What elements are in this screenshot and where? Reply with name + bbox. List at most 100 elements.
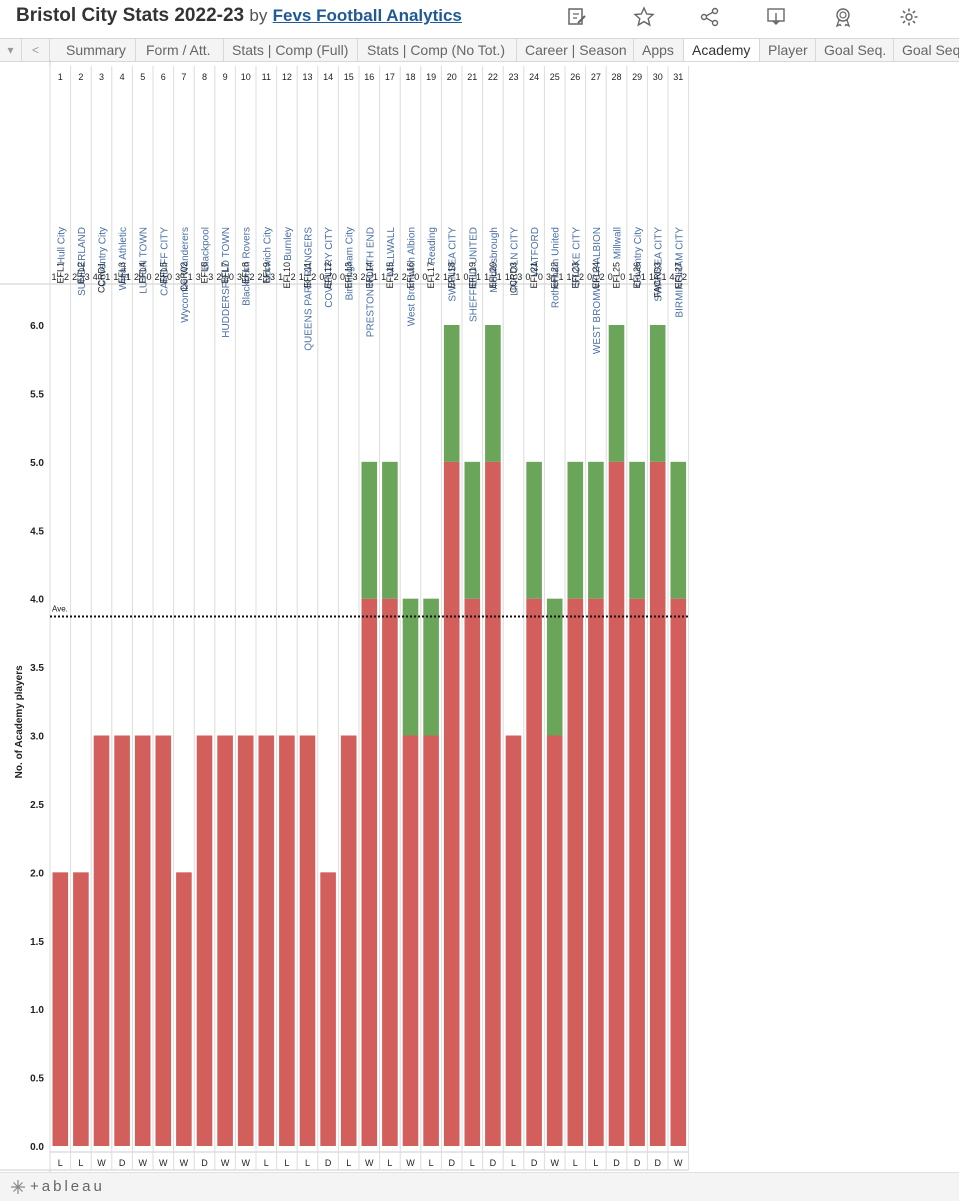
tableau-logo-icon[interactable] — [10, 1179, 26, 1195]
team-label: WEST BROMWICH ALBION — [592, 227, 603, 354]
tabs-scroll-left-icon[interactable]: < — [22, 39, 50, 61]
team-label: LUTON TOWN — [139, 227, 150, 294]
team-label: QUEENS PARK RANGERS — [304, 227, 315, 351]
result-label: D — [201, 1158, 208, 1168]
tab-form-att[interactable]: Form / Att. — [138, 39, 224, 61]
bar-academy-red — [217, 735, 233, 1146]
tab-player[interactable]: Player — [760, 39, 816, 61]
game-number: 15 — [344, 72, 354, 82]
competition-label: EFL12 — [323, 262, 333, 289]
bar-academy-red — [443, 461, 460, 1146]
result-label: W — [97, 1158, 106, 1168]
game-number: 30 — [653, 72, 663, 82]
competition-label: EFL2 — [76, 262, 86, 284]
competition-label: EFL11 — [303, 262, 313, 288]
bar-academy-green — [443, 325, 460, 462]
bar-academy-red — [629, 598, 645, 1146]
result-label: L — [346, 1158, 351, 1168]
competition-label: EFL16 — [406, 262, 416, 289]
competition-label: CCR02 — [179, 262, 189, 292]
competition-label: EFL14 — [364, 262, 374, 289]
score-label: 1 : 2 — [299, 272, 317, 282]
score-label: 2 : 0 — [216, 272, 234, 282]
bar-academy-red — [588, 598, 604, 1146]
score-label: 4 : 2 — [670, 272, 688, 282]
average-label: Ave. — [52, 604, 68, 613]
bar-academy-red — [73, 872, 89, 1146]
result-label: W — [674, 1158, 683, 1168]
edit-icon[interactable] — [566, 6, 588, 28]
academy-chart: 0.0 0.5 1.0 1.5 2.0 2.5 3.0 3.5 4.0 4.5 5.0 5.5 6.0 N… — [0, 60, 690, 1172]
bar-academy-green — [485, 325, 501, 462]
title-bar: Bristol City Stats 2022-23 by Fevs Footb… — [0, 0, 959, 34]
game-number: 27 — [591, 72, 601, 82]
score-label: 1 : 1 — [443, 272, 461, 282]
tab-stats-comp-full[interactable]: Stats | Comp (Full) — [224, 39, 358, 61]
competition-label: EFL10 — [282, 262, 292, 289]
team-label: Hull City — [56, 227, 67, 264]
score-label: 1 : 1 — [484, 272, 502, 282]
team-label: Birmingham City — [345, 227, 356, 300]
score-label: 1 : 1 — [649, 272, 667, 282]
y-tick-label: 6.0 — [30, 321, 44, 332]
score-label: 2 : 1 — [361, 272, 379, 282]
team-label: Reading — [427, 227, 438, 264]
team-label: Millwall — [613, 227, 624, 259]
result-label: D — [448, 1158, 455, 1168]
download-icon[interactable] — [765, 6, 787, 28]
bar-academy-red — [93, 735, 110, 1146]
competition-label: EFL23 — [570, 262, 580, 289]
game-number: 16 — [364, 72, 374, 82]
score-label: 1 : 1 — [113, 272, 131, 282]
result-label: D — [490, 1158, 497, 1168]
y-tick-label: 2.5 — [30, 800, 44, 811]
game-number: 11 — [262, 72, 271, 82]
tab-goal-seq-2[interactable]: Goal Seq — [894, 39, 959, 61]
competition-label: EFL19 — [467, 262, 477, 289]
game-number: 22 — [488, 72, 498, 82]
star-icon[interactable] — [633, 6, 655, 28]
bar-academy-red — [176, 872, 192, 1146]
score-label: 0 : 2 — [422, 272, 440, 282]
team-label: Coventry City — [98, 227, 109, 287]
result-label: L — [264, 1158, 269, 1168]
tab-goal-seq[interactable]: Goal Seq. — [816, 39, 894, 61]
bar-academy-red — [567, 598, 584, 1146]
competition-label: EFL9 — [261, 262, 271, 284]
game-number: 21 — [467, 72, 477, 82]
workbook-title: Bristol City Stats 2022-23 — [16, 5, 245, 26]
game-number: 20 — [447, 72, 457, 82]
tab-stats-comp-no-tot[interactable]: Stats | Comp (No Tot.) — [359, 39, 517, 61]
tableau-logo[interactable]: +ableau — [30, 1178, 105, 1195]
score-label: 2 : 0 — [134, 272, 152, 282]
result-label: D — [325, 1158, 332, 1168]
sheet-tabs: ▾ < Summary Form / Att. Stats | Comp (Fu… — [0, 38, 959, 62]
tab-summary[interactable]: Summary — [58, 39, 136, 61]
score-label: 1 : 2 — [52, 272, 70, 282]
tab-apps[interactable]: Apps — [634, 39, 684, 61]
tab-career-season[interactable]: Career | Season — [517, 39, 634, 61]
award-icon[interactable] — [832, 6, 854, 28]
team-label: CARDIFF CITY — [159, 227, 170, 296]
game-number: 28 — [611, 72, 621, 82]
bar-academy-red — [196, 735, 213, 1146]
tab-academy[interactable]: Academy — [684, 39, 760, 61]
team-label: STOKE CITY — [571, 227, 582, 287]
team-label: SHEFFIELD UNITED — [468, 227, 479, 322]
y-tick-label: 4.0 — [30, 595, 44, 606]
score-label: 0 : 3 — [340, 272, 358, 282]
settings-icon[interactable] — [898, 6, 920, 28]
author-link[interactable]: Fevs Football Analytics — [272, 6, 462, 25]
game-number: 31 — [673, 72, 683, 82]
bar-academy-red — [546, 735, 563, 1146]
competition-label: EFL7 — [220, 262, 230, 284]
tabs-menu-icon[interactable]: ▾ — [0, 39, 22, 61]
bar-academy-red — [155, 735, 172, 1146]
competition-label: EFL5 — [158, 262, 168, 284]
team-label: SUNDERLAND — [77, 227, 88, 296]
game-number: 4 — [120, 72, 125, 82]
game-number: 25 — [550, 72, 560, 82]
competition-label: CCRD3 — [509, 262, 519, 293]
y-tick-label: 4.5 — [30, 526, 44, 537]
share-icon[interactable] — [699, 6, 721, 28]
